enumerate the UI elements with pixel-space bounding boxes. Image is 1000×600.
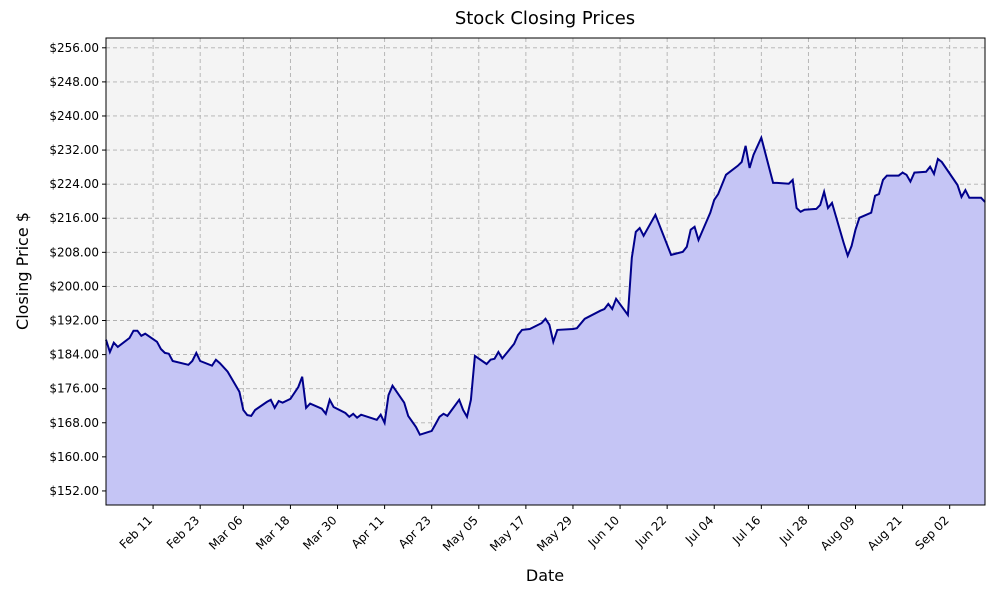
y-tick-label: $152.00	[49, 484, 99, 498]
x-tick-label: Aug 21	[865, 513, 905, 553]
chart-title: Stock Closing Prices	[455, 8, 635, 29]
x-tick-label: Mar 06	[206, 513, 245, 552]
y-tick-label: $224.00	[49, 177, 99, 191]
x-tick-label: Aug 09	[818, 513, 858, 553]
x-tick-label: Apr 23	[396, 513, 434, 551]
x-tick-label: Feb 11	[117, 513, 155, 551]
y-tick-label: $192.00	[49, 314, 99, 328]
y-tick-label: $168.00	[49, 416, 99, 430]
marks	[105, 134, 986, 505]
y-tick-label: $208.00	[49, 245, 99, 259]
area-fill	[106, 137, 985, 505]
price-line	[105, 134, 986, 436]
x-tick-label: Jun 10	[585, 513, 622, 550]
y-tick-label: $216.00	[49, 211, 99, 225]
y-tick-label: $248.00	[49, 75, 99, 89]
y-tick-label: $160.00	[49, 450, 99, 464]
x-tick-label: Jul 16	[729, 513, 763, 547]
x-tick-label: Mar 30	[300, 513, 339, 552]
y-axis-label: Closing Price $	[13, 212, 32, 330]
y-tick-label: $232.00	[49, 143, 99, 157]
x-tick-label: May 17	[487, 513, 528, 554]
x-tick-label: May 05	[440, 513, 481, 554]
y-tick-label: $184.00	[49, 348, 99, 362]
x-tick-label: Feb 23	[164, 513, 202, 551]
x-tick-label: Mar 18	[253, 513, 292, 552]
y-tick-label: $200.00	[49, 279, 99, 293]
x-tick-label: Sep 02	[912, 513, 951, 552]
x-tick-label: May 29	[534, 513, 575, 554]
y-tick-label: $256.00	[49, 41, 99, 55]
x-axis-label: Date	[526, 566, 564, 585]
x-tick-label: Jul 04	[682, 513, 716, 547]
x-tick-label: Jun 22	[632, 513, 669, 550]
y-tick-label: $176.00	[49, 382, 99, 396]
plot-frame	[105, 37, 986, 506]
x-tick-label: Apr 11	[349, 513, 387, 551]
x-tick-label: Jul 28	[776, 513, 810, 547]
y-tick-label: $240.00	[49, 109, 99, 123]
